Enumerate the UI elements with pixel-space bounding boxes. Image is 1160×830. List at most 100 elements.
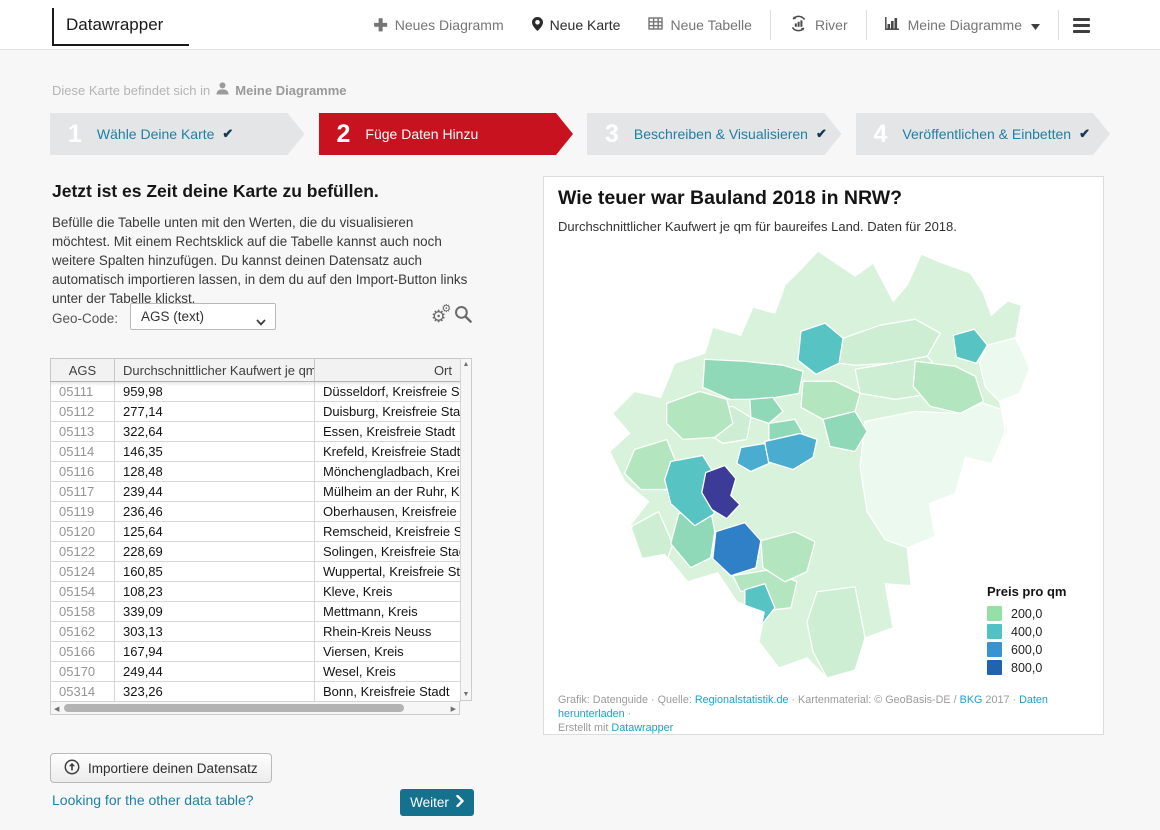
map-region-oberberg bbox=[760, 531, 816, 583]
map-footer-credits: Grafik: Datenguide · Quelle: Regionalsta… bbox=[558, 694, 1048, 734]
nav-new-table[interactable]: Neue Tabelle bbox=[634, 17, 765, 33]
nav-new-chart[interactable]: ✚ Neues Diagramm bbox=[373, 15, 504, 35]
search-icon[interactable] bbox=[454, 305, 473, 328]
map-preview-panel: Wie teuer war Bauland 2018 in NRW? Durch… bbox=[543, 176, 1104, 735]
breadcrumb: Diese Karte befindet sich in Meine Diagr… bbox=[52, 82, 347, 98]
scrollbar-thumb[interactable] bbox=[64, 704, 404, 712]
breadcrumb-folder-link[interactable]: Meine Diagramme bbox=[235, 82, 347, 98]
map-region-muenster bbox=[797, 322, 844, 375]
scroll-down-icon[interactable]: ▼ bbox=[462, 691, 470, 698]
table-row[interactable]: 05162 303,13 Rhein-Kreis Neuss bbox=[50, 621, 461, 642]
step-3-describe-visualize[interactable]: 3 Beschreiben & Visualisieren ✔ bbox=[587, 113, 842, 155]
map-title: Wie teuer war Bauland 2018 in NRW? bbox=[558, 187, 903, 209]
nav-river[interactable]: River bbox=[775, 14, 862, 36]
upload-icon bbox=[64, 759, 80, 778]
map-region-koeln bbox=[712, 521, 762, 577]
map-legend: Preis pro qm 200,0 400,0 600,0 800,0 bbox=[987, 584, 1091, 678]
next-button[interactable]: Weiter bbox=[400, 789, 474, 816]
nav-my-charts[interactable]: Meine Diagramme bbox=[871, 17, 1054, 33]
table-row[interactable]: 05154 108,23 Kleve, Kreis bbox=[50, 581, 461, 602]
step-1-choose-map[interactable]: 1 Wähle Deine Karte ✔ bbox=[50, 113, 305, 155]
divider bbox=[769, 10, 771, 40]
datawrapper-logo[interactable]: Datawrapper bbox=[52, 8, 190, 46]
scroll-left-icon[interactable]: ◀ bbox=[54, 706, 60, 713]
legend-item: 400,0 bbox=[987, 624, 1091, 639]
nrw-choropleth-map bbox=[608, 250, 1031, 679]
divider bbox=[865, 10, 867, 40]
legend-swatch bbox=[987, 660, 1002, 675]
table-row[interactable]: 05113 322,64 Essen, Kreisfreie Stadt bbox=[50, 421, 461, 442]
top-navbar: Datawrapper ✚ Neues Diagramm Neue Karte … bbox=[0, 0, 1160, 50]
column-header-ags[interactable]: AGS bbox=[50, 358, 115, 382]
page-title: Jetzt ist es Zeit deine Karte zu befülle… bbox=[52, 181, 379, 201]
menu-button[interactable] bbox=[1063, 17, 1100, 33]
map-region-guetersloh bbox=[912, 360, 985, 415]
table-row[interactable]: 05166 167,94 Viersen, Kreis bbox=[50, 641, 461, 662]
chevron-down-icon bbox=[1031, 17, 1040, 33]
datawrapper-link[interactable]: Datawrapper bbox=[611, 722, 674, 734]
divider bbox=[1058, 10, 1059, 40]
geocode-label: Geo-Code: bbox=[52, 311, 119, 326]
scroll-right-icon[interactable]: ▶ bbox=[450, 706, 456, 713]
plus-icon: ✚ bbox=[373, 15, 388, 35]
other-data-table-link[interactable]: Looking for the other data table? bbox=[52, 792, 254, 808]
settings-gears-icon[interactable]: ⚙ ⚙ bbox=[431, 303, 452, 326]
import-dataset-button[interactable]: Importiere deinen Datensatz bbox=[50, 753, 272, 783]
step-2-add-data[interactable]: 2 Füge Daten Hinzu bbox=[319, 113, 574, 155]
table-row[interactable]: 05112 277,14 Duisburg, Kreisfreie Stadt bbox=[50, 401, 461, 422]
person-icon bbox=[216, 82, 229, 98]
legend-item: 200,0 bbox=[987, 606, 1091, 621]
source-link[interactable]: Regionalstatistik.de bbox=[694, 694, 789, 706]
legend-item: 800,0 bbox=[987, 660, 1091, 675]
bkg-link[interactable]: BKG bbox=[959, 694, 983, 706]
pin-icon bbox=[531, 16, 543, 34]
map-region-wesel bbox=[666, 390, 734, 441]
map-region-warendorf bbox=[838, 318, 941, 366]
data-table: AGS Durchschnittlicher Kaufwert je qm Or… bbox=[50, 358, 461, 702]
legend-item: 600,0 bbox=[987, 642, 1091, 657]
nav-new-map[interactable]: Neue Karte bbox=[518, 16, 635, 34]
table-row[interactable]: 05314 323,26 Bonn, Kreisfreie Stadt bbox=[50, 681, 461, 702]
table-vertical-scrollbar[interactable]: ▲ ▼ bbox=[460, 358, 472, 701]
map-region-duesseldorf bbox=[701, 464, 741, 520]
map-region-recklinghausen bbox=[702, 358, 804, 401]
table-horizontal-scrollbar[interactable]: ◀ ▶ bbox=[50, 701, 460, 715]
table-row[interactable]: 05158 339,09 Mettmann, Kreis bbox=[50, 601, 461, 622]
map-subtitle: Durchschnittlicher Kaufwert je qm für ba… bbox=[558, 219, 957, 234]
map-region-velbert bbox=[736, 442, 770, 473]
map-region-siegen bbox=[806, 586, 866, 678]
bar-chart-icon bbox=[884, 17, 901, 33]
page-description: Befülle die Tabelle unten mit den Werten… bbox=[52, 215, 468, 306]
step-4-publish-embed[interactable]: 4 Veröffentlichen & Einbetten ✔ bbox=[856, 113, 1111, 155]
chevron-down-icon bbox=[256, 314, 266, 329]
download-data-link[interactable]: Daten herunterladen bbox=[558, 694, 1048, 720]
check-icon: ✔ bbox=[222, 126, 234, 141]
geocode-select[interactable]: AGS (text) bbox=[130, 303, 276, 330]
map-region-neuss bbox=[664, 454, 716, 527]
map-region-hagen bbox=[822, 410, 868, 453]
table-row[interactable]: 05122 228,69 Solingen, Kreisfreie Stadt bbox=[50, 541, 461, 562]
table-icon bbox=[648, 17, 664, 33]
legend-swatch bbox=[987, 606, 1002, 621]
check-icon: ✔ bbox=[815, 126, 827, 141]
column-header-value[interactable]: Durchschnittlicher Kaufwert je qm bbox=[114, 358, 315, 382]
map-region-bielefeld bbox=[952, 328, 989, 364]
chevron-right-icon bbox=[456, 794, 464, 810]
legend-title: Preis pro qm bbox=[987, 584, 1067, 599]
column-header-ort[interactable]: Ort bbox=[314, 358, 461, 382]
map-region-bottrop bbox=[749, 396, 784, 425]
river-icon bbox=[789, 14, 808, 36]
map-region-east-pale bbox=[859, 402, 1007, 549]
check-icon: ✔ bbox=[1079, 126, 1090, 141]
legend-swatch bbox=[987, 642, 1002, 657]
legend-swatch bbox=[987, 624, 1002, 639]
scroll-up-icon[interactable]: ▲ bbox=[462, 361, 470, 368]
table-row[interactable]: 05170 249,44 Wesel, Kreis bbox=[50, 661, 461, 682]
table-row[interactable]: 05114 146,35 Krefeld, Kreisfreie Stadt bbox=[50, 441, 461, 462]
